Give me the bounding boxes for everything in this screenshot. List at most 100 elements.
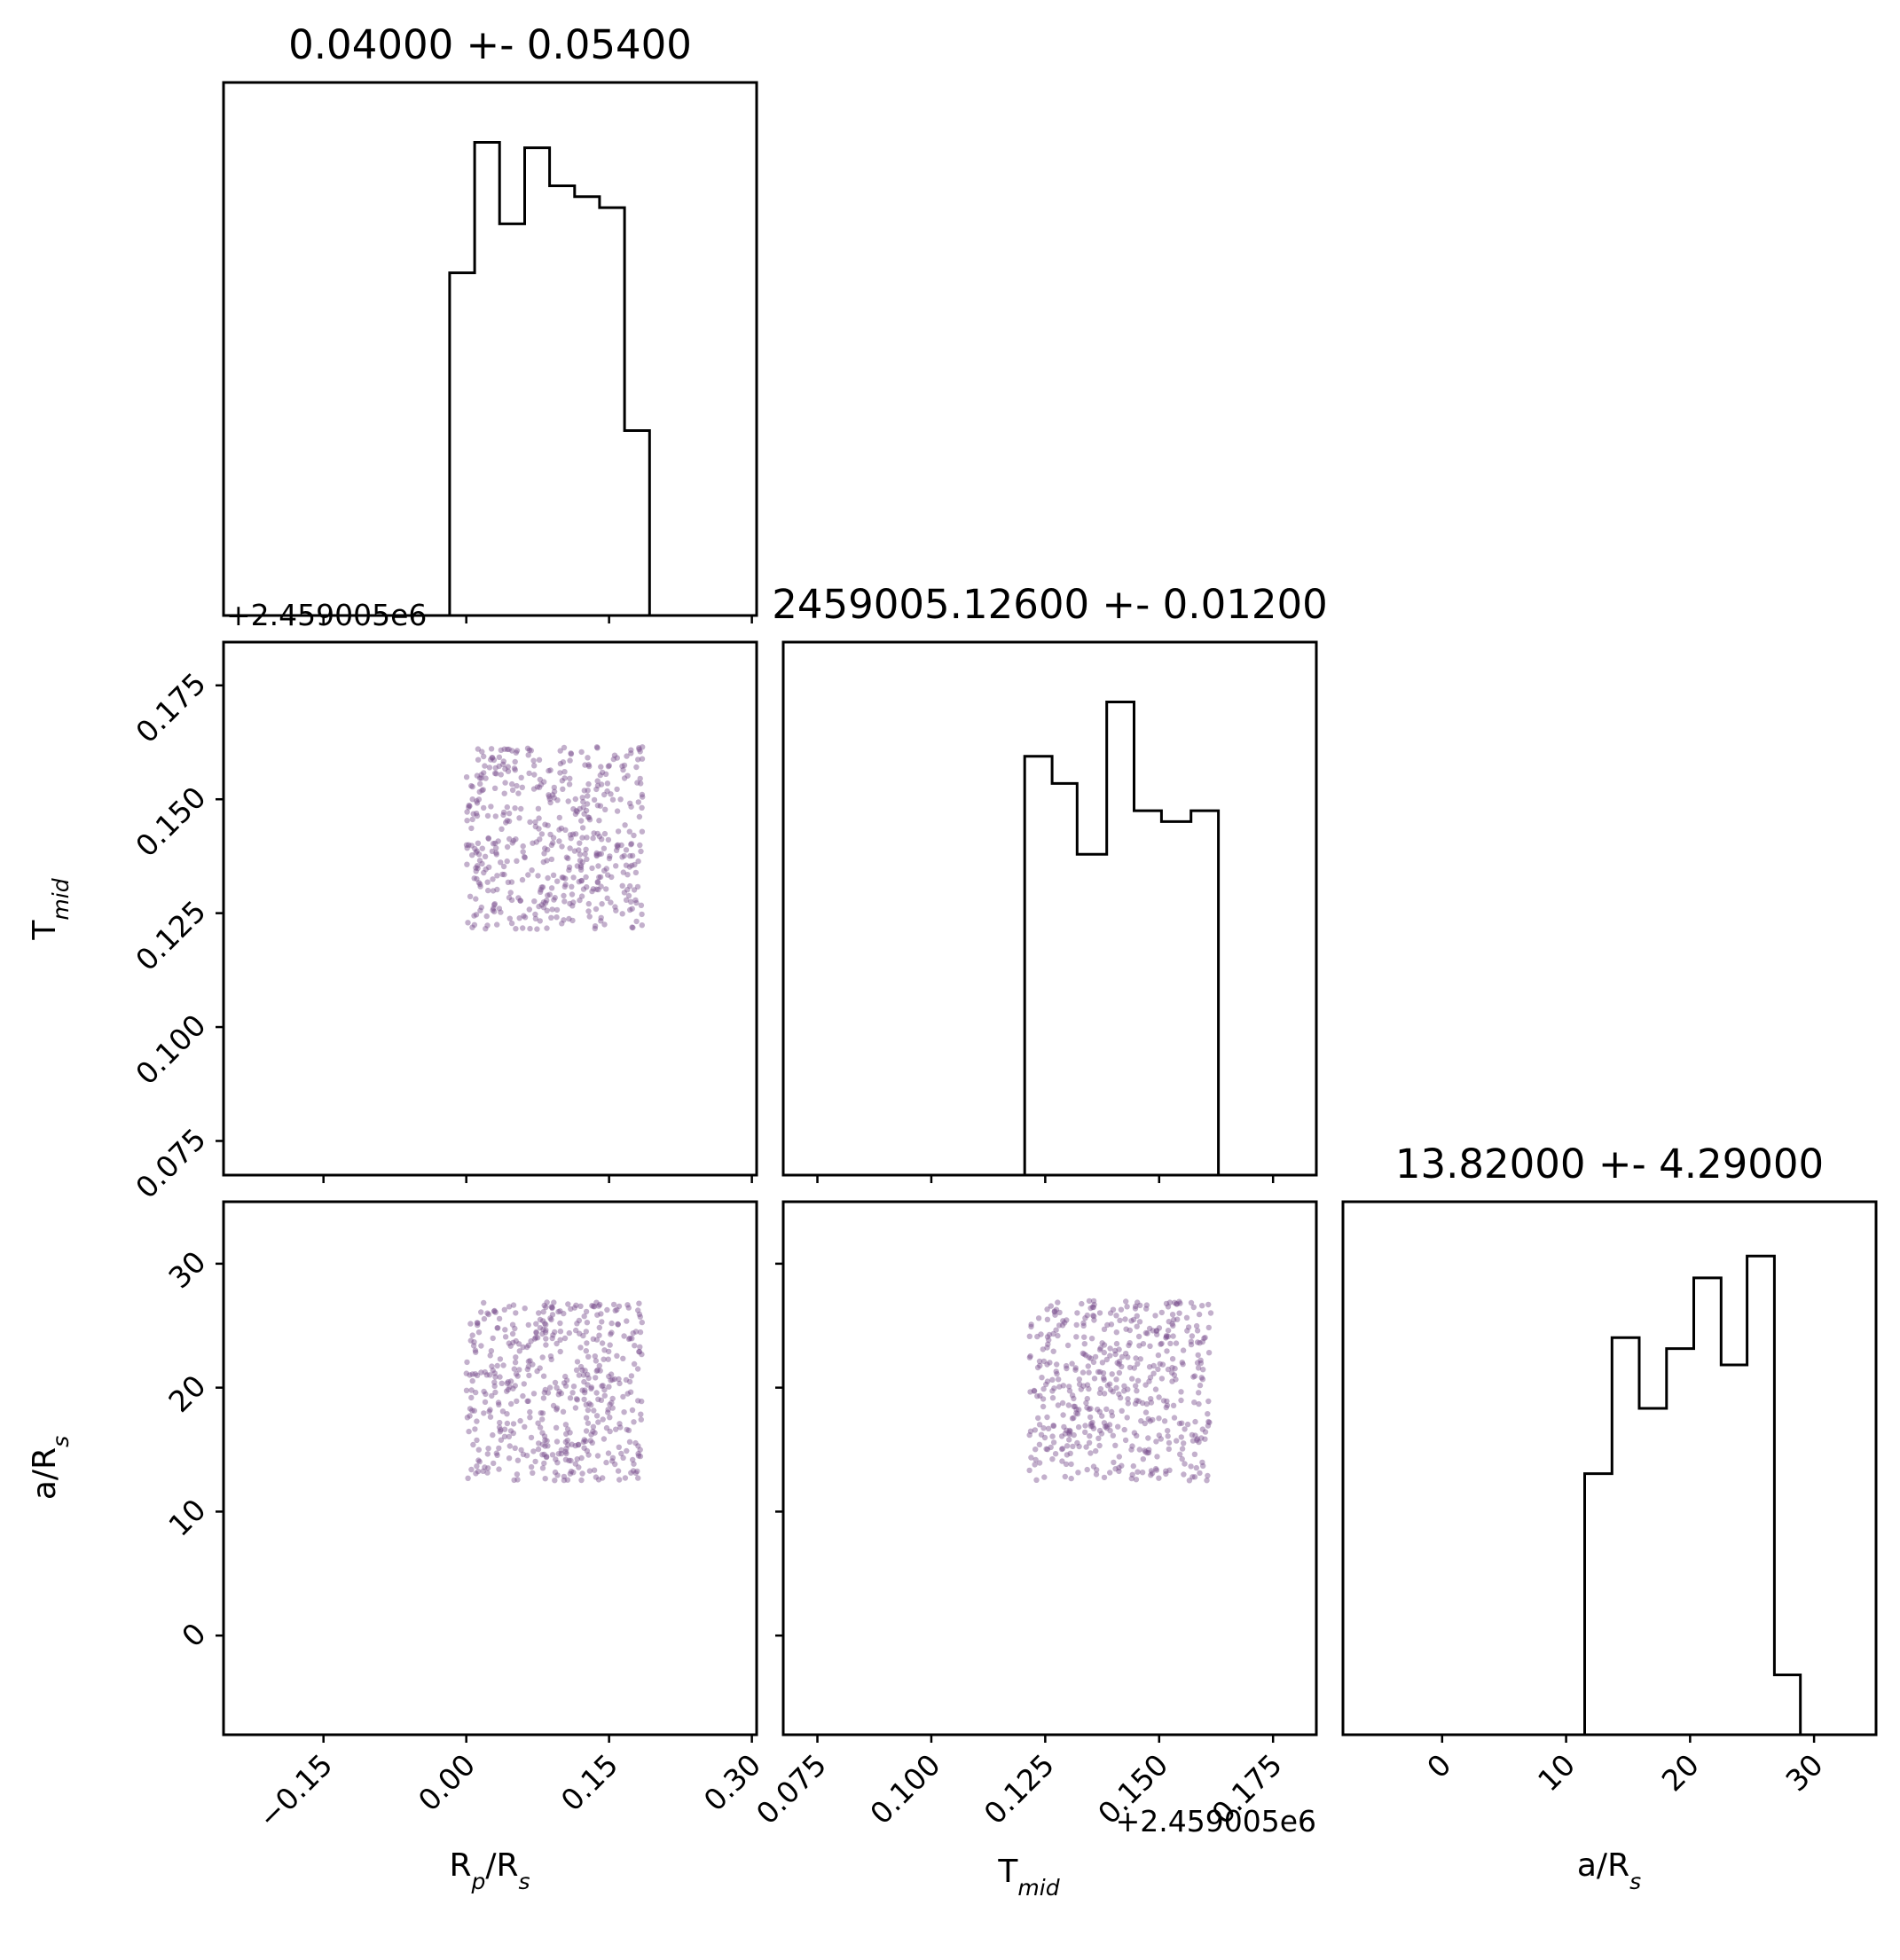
scatter-point: [1109, 1371, 1115, 1377]
scatter-point: [636, 813, 643, 820]
scatter-point: [539, 1430, 546, 1436]
xtick-label-rp-2: 0.15: [554, 1747, 625, 1818]
scatter-point: [1052, 1312, 1058, 1318]
scatter-point: [1026, 1431, 1032, 1439]
scatter-point: [510, 1339, 516, 1346]
scatter-point: [506, 1384, 513, 1390]
scatter-point: [1127, 1327, 1134, 1334]
scatter-point: [590, 1428, 596, 1435]
scatter-point: [592, 1430, 598, 1436]
scatter-point: [1129, 1471, 1135, 1478]
scatter-point: [545, 874, 551, 882]
scatter-point: [639, 1398, 645, 1405]
scatter-point: [593, 1299, 600, 1305]
scatter-point: [593, 850, 600, 857]
scatter-point: [1080, 1369, 1087, 1376]
scatter-point: [509, 780, 515, 788]
scatter-point: [1197, 1382, 1204, 1389]
scatter-point: [570, 1470, 577, 1476]
scatter-point: [508, 1400, 514, 1407]
scatter-point: [473, 1470, 479, 1477]
scatter-point: [471, 913, 477, 919]
scatter-point: [1111, 1459, 1117, 1466]
scatter-point: [498, 772, 504, 778]
scatter-point: [515, 895, 522, 901]
scatter-point: [520, 849, 526, 855]
scatter-point: [628, 1470, 634, 1476]
scatter-point: [625, 892, 632, 899]
scatter-point: [1147, 1375, 1154, 1381]
scatter-point: [1143, 1400, 1150, 1407]
scatter-point: [584, 884, 590, 890]
scatter-point: [584, 835, 590, 841]
scatter-point: [506, 835, 513, 843]
scatter-point: [560, 786, 566, 792]
xtick-label-ars-2: 20: [1655, 1747, 1706, 1798]
scatter-point: [612, 904, 618, 910]
scatter-point: [1090, 1298, 1097, 1305]
scatter-point: [530, 757, 537, 764]
scatter-point: [605, 1450, 612, 1456]
scatter-point: [639, 828, 646, 835]
scatter-point: [593, 1413, 601, 1419]
scatter-point: [550, 840, 556, 846]
scatter-point: [609, 1454, 616, 1462]
scatter-point: [1165, 1366, 1172, 1373]
scatter-point: [1133, 1383, 1139, 1389]
scatter-point: [475, 1468, 482, 1475]
scatter-point: [587, 1438, 593, 1444]
scatter-point: [638, 780, 644, 787]
scatter-point: [1169, 1356, 1176, 1362]
scatter-point: [577, 1330, 583, 1337]
scatter-point: [530, 1470, 536, 1477]
scatter-point: [572, 796, 578, 803]
scatter-point: [624, 1426, 630, 1433]
scatter-point: [1176, 1310, 1182, 1316]
scatter-point: [1027, 1428, 1034, 1435]
scatter-point: [511, 765, 518, 772]
ytick-label-tmid-3: 0.150: [129, 780, 212, 863]
scatter-frame-rp-ars: [222, 1200, 758, 1737]
scatter-point: [635, 799, 641, 805]
scatter-point: [562, 1456, 569, 1463]
scatter-point: [608, 1329, 615, 1336]
scatter-point: [628, 1373, 635, 1379]
scatter-point: [1119, 1353, 1126, 1360]
scatter-point: [534, 1335, 541, 1341]
scatter-point: [491, 1307, 498, 1314]
scatter-point: [496, 1401, 502, 1408]
scatter-point: [485, 887, 491, 894]
scatter-point: [508, 920, 515, 927]
scatter-point: [601, 791, 608, 798]
scatter-point: [597, 803, 604, 809]
scatter-point: [568, 750, 574, 757]
scatter-point: [1158, 1309, 1166, 1316]
scatter-point: [1163, 1333, 1170, 1339]
scatter-point: [500, 809, 507, 816]
scatter-point: [1202, 1335, 1208, 1341]
scatter-point: [510, 1385, 516, 1392]
scatter-point: [614, 1306, 620, 1313]
scatter-point: [474, 800, 481, 806]
scatter-point: [492, 1309, 499, 1315]
scatter-point: [638, 848, 644, 855]
scatter-point: [620, 766, 626, 773]
scatter-point: [559, 874, 565, 881]
scatter-point: [506, 1443, 513, 1449]
scatter-point: [547, 767, 554, 773]
scatter-point: [524, 745, 531, 751]
scatter-point: [474, 848, 480, 854]
scatter-point: [545, 1443, 551, 1449]
scatter-point: [473, 868, 479, 874]
scatter-point: [531, 763, 538, 769]
scatter-point: [1139, 1399, 1146, 1407]
scatter-point: [1072, 1367, 1079, 1373]
scatter-point: [466, 804, 472, 811]
scatter-point: [560, 874, 567, 881]
scatter-point: [592, 923, 599, 929]
scatter-point: [1041, 1434, 1048, 1441]
scatter-point: [570, 874, 577, 881]
scatter-point: [581, 1313, 587, 1320]
scatter-point: [1133, 1355, 1139, 1361]
scatter-point: [545, 1390, 552, 1396]
